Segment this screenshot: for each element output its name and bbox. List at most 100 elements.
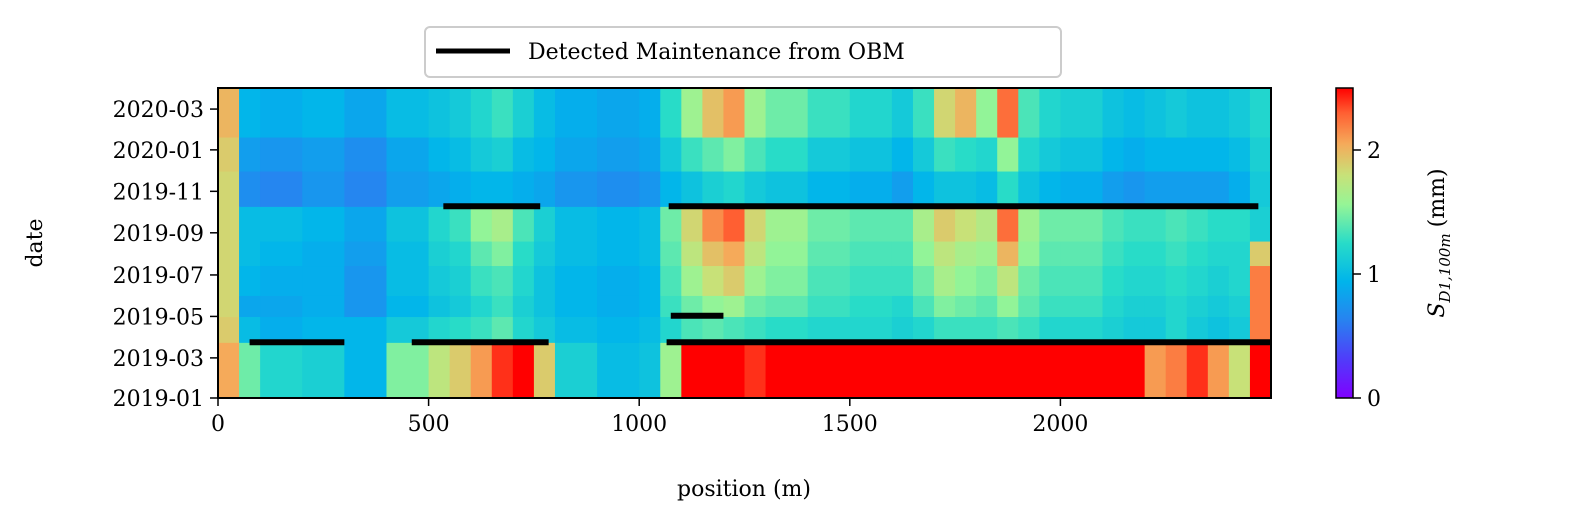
heatmap-cell: [239, 88, 261, 138]
heatmap-cell: [386, 206, 430, 242]
heatmap-layer: [218, 88, 1272, 399]
heatmap-cell: [344, 316, 388, 343]
heatmap-cell: [386, 88, 430, 138]
heatmap-cell: [1018, 265, 1040, 296]
y-axis: 2019-01 2019-03 2019-05 2019-07 2019-09 2019-…: [113, 98, 218, 412]
y-tick-label: 2019-05: [113, 305, 204, 330]
heatmap-cell: [1165, 295, 1188, 318]
heatmap-cell: [955, 206, 977, 242]
legend: Detected Maintenance from OBM: [424, 26, 1062, 78]
heatmap-cell: [1186, 316, 1209, 343]
heatmap-cell: [807, 295, 851, 318]
maintenance-markers: [249, 203, 1271, 346]
heatmap-cell: [1228, 316, 1251, 343]
heatmap-cell: [302, 316, 345, 343]
y-tick-label: 2019-03: [113, 347, 204, 372]
heatmap-cell: [744, 170, 767, 207]
legend-box: [424, 26, 1062, 78]
y-tick-label: 2019-01: [113, 387, 204, 412]
heatmap-cell: [723, 316, 746, 343]
heatmap-cell: [449, 342, 472, 399]
heatmap-cell: [344, 240, 388, 267]
heatmap-cell: [849, 206, 893, 242]
heatmap-cell: [554, 342, 598, 399]
heatmap-cell: [997, 136, 1019, 172]
heatmap-cell: [702, 295, 725, 318]
y-tick-label: 2019-11: [113, 180, 204, 205]
colorbar-label-subscript: D1,100m: [1436, 233, 1454, 303]
heatmap-cell: [1249, 295, 1272, 318]
heatmap-cell: [449, 316, 472, 343]
heatmap-cell: [1207, 170, 1230, 207]
heatmap-cell: [554, 206, 598, 242]
heatmap-cell: [1207, 295, 1230, 318]
heatmap-cell: [660, 170, 682, 207]
heatmap-cell: [218, 295, 240, 318]
heatmap-cell: [1060, 170, 1104, 207]
heatmap-cell: [660, 206, 682, 242]
heatmap-cell: [239, 240, 261, 267]
heatmap-cell: [1018, 88, 1040, 138]
heatmap-cell: [218, 206, 240, 242]
heatmap-cell: [976, 295, 998, 318]
heatmap-cell: [1249, 342, 1272, 399]
heatmap-cell: [849, 136, 893, 172]
heatmap-cell: [1144, 316, 1167, 343]
heatmap-cell: [344, 265, 388, 296]
heatmap-cell: [1123, 88, 1146, 138]
heatmap-cell: [744, 240, 767, 267]
heatmap-cell: [807, 316, 851, 343]
heatmap-cell: [512, 240, 535, 267]
heatmap-cell: [1228, 342, 1251, 399]
heatmap-cell: [1018, 240, 1040, 267]
heatmap-cell: [239, 316, 261, 343]
colorbar-gradient: [1336, 88, 1353, 398]
heatmap-cell: [723, 136, 746, 172]
heatmap-cell: [239, 170, 261, 207]
heatmap-cell: [1186, 88, 1209, 138]
heatmap-cell: [765, 206, 809, 242]
heatmap-cell: [449, 170, 472, 207]
heatmap-cell: [681, 240, 703, 267]
heatmap-cell: [302, 265, 345, 296]
heatmap-cell: [1165, 342, 1188, 399]
heatmap-cell: [218, 170, 240, 207]
heatmap-cell: [260, 206, 303, 242]
heatmap-cell: [723, 240, 746, 267]
heatmap-cell: [1039, 206, 1061, 242]
heatmap-cell: [260, 240, 303, 267]
heatmap-cell: [891, 136, 914, 172]
heatmap-cell: [449, 295, 472, 318]
heatmap-cell: [891, 316, 914, 343]
heatmap-cell: [344, 88, 388, 138]
heatmap-cell: [428, 316, 451, 343]
heatmap-cell: [1039, 265, 1061, 296]
heatmap-cell: [1102, 206, 1125, 242]
heatmap-cell: [1018, 136, 1040, 172]
heatmap-cell: [449, 240, 472, 267]
heatmap-cell: [891, 295, 914, 318]
heatmap-cell: [702, 170, 725, 207]
colorbar-tick-label: 1: [1367, 263, 1381, 288]
heatmap-cell: [491, 295, 514, 318]
heatmap-cell: [1207, 265, 1230, 296]
heatmap-cell: [849, 265, 893, 296]
heatmap-cell: [976, 316, 998, 343]
heatmap-cell: [449, 265, 472, 296]
colorbar-label-unit: (mm): [1425, 168, 1450, 227]
heatmap-cell: [1018, 170, 1040, 207]
heatmap-cell: [1018, 206, 1040, 242]
heatmap-cell: [934, 170, 956, 207]
heatmap-cell: [1144, 265, 1167, 296]
heatmap-cell: [1165, 265, 1188, 296]
heatmap-cell: [976, 206, 998, 242]
heatmap-cell: [302, 240, 345, 267]
heatmap-cell: [1060, 295, 1104, 318]
heatmap-cell: [386, 295, 430, 318]
heatmap-cell: [386, 170, 430, 207]
heatmap-cell: [934, 316, 956, 343]
heatmap-cell: [744, 295, 767, 318]
heatmap-cell: [533, 88, 556, 138]
heatmap-cell: [449, 88, 472, 138]
heatmap-cell: [912, 240, 935, 267]
